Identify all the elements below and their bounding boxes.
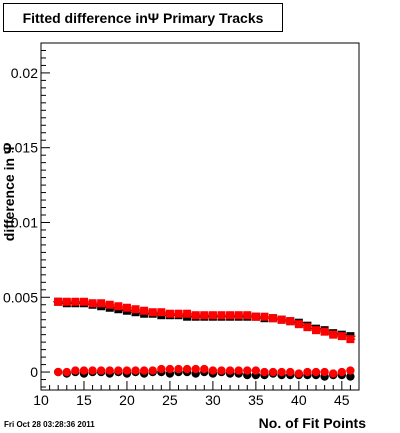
- data-point: [54, 297, 63, 306]
- data-point: [105, 366, 114, 375]
- x-tick-label: 10: [33, 392, 49, 408]
- data-point: [225, 366, 235, 375]
- data-point: [303, 323, 312, 332]
- data-point: [191, 311, 200, 320]
- data-point: [148, 308, 157, 317]
- data-point: [182, 364, 192, 374]
- data-point: [96, 366, 106, 375]
- data-point: [337, 367, 347, 377]
- data-point: [53, 367, 63, 377]
- data-point: [303, 367, 312, 377]
- plot-frame: [40, 42, 360, 391]
- data-point: [294, 369, 304, 378]
- data-point: [286, 367, 295, 377]
- data-point: [208, 366, 218, 375]
- data-point: [269, 314, 278, 323]
- data-point: [122, 303, 131, 312]
- data-point: [79, 297, 88, 306]
- data-point: [62, 367, 71, 377]
- data-point: [114, 302, 123, 311]
- data-point: [139, 366, 149, 375]
- x-tick-label: 35: [248, 392, 264, 408]
- data-point: [243, 366, 252, 375]
- data-point: [260, 367, 269, 377]
- data-point: [114, 366, 123, 375]
- x-tick-label: 25: [162, 392, 178, 408]
- x-tick-label: 15: [76, 392, 92, 408]
- data-point: [191, 364, 200, 374]
- series-3: [53, 364, 355, 378]
- data-point: [286, 317, 295, 326]
- data-point: [157, 308, 166, 317]
- data-point: [88, 299, 97, 308]
- data-point: [337, 332, 346, 341]
- y-tick-label: 0.015: [3, 140, 38, 156]
- x-axis-label: No. of Fit Points: [259, 415, 367, 431]
- x-tick-label: 30: [205, 392, 221, 408]
- data-point: [277, 315, 286, 324]
- y-tick-label: 0.005: [3, 289, 38, 305]
- data-point: [260, 312, 269, 321]
- data-point: [131, 366, 140, 375]
- data-point: [105, 300, 114, 309]
- data-point: [200, 311, 209, 320]
- data-point: [122, 366, 132, 375]
- data-point: [346, 335, 355, 344]
- y-tick-label: 0.01: [11, 214, 38, 230]
- x-tick-label: 40: [291, 392, 307, 408]
- data-point: [346, 372, 355, 381]
- data-point: [71, 366, 80, 375]
- data-point: [234, 311, 243, 320]
- data-point: [329, 330, 338, 339]
- data-point: [79, 366, 89, 375]
- data-point: [174, 309, 183, 318]
- data-point: [329, 369, 338, 378]
- x-axis: 10 15 20 25 30 35 40 45: [33, 381, 360, 408]
- data-point: [140, 306, 149, 315]
- data-point: [277, 367, 286, 377]
- data-point: [157, 364, 166, 374]
- data-point: [320, 327, 329, 336]
- y-tick-label: 0.02: [11, 65, 38, 81]
- chart-title: Fitted difference inΨ Primary Tracks: [3, 3, 283, 32]
- data-point: [320, 367, 329, 377]
- data-point: [165, 364, 175, 374]
- y-axis: 0 0.005 0.01 0.015 0.02: [3, 42, 50, 388]
- data-point: [208, 311, 217, 320]
- data-point: [148, 366, 157, 375]
- data-point: [294, 320, 303, 329]
- data-point: [268, 367, 278, 377]
- data-point: [131, 305, 140, 314]
- x-tick-label: 20: [119, 392, 135, 408]
- plot-border: [40, 42, 360, 391]
- data-point: [346, 366, 355, 375]
- data-point: [62, 297, 71, 306]
- data-point: [311, 367, 321, 377]
- y-axis-label: difference in Ψ: [1, 143, 17, 241]
- series-1: [53, 297, 356, 344]
- data-point: [234, 366, 243, 375]
- chart-title-text: Fitted difference inΨ Primary Tracks: [22, 9, 264, 26]
- data-point: [88, 366, 97, 375]
- y-tick-label: 0: [30, 364, 38, 380]
- data-point: [97, 299, 106, 308]
- data-point: [165, 309, 174, 318]
- data-point: [251, 312, 260, 321]
- timestamp-footer: Fri Oct 28 03:28:36 2011: [4, 420, 95, 429]
- data-point: [217, 366, 226, 375]
- data-point: [226, 311, 235, 320]
- data-marks: [53, 297, 356, 381]
- data-point: [312, 326, 321, 335]
- x-tick-label: 45: [334, 392, 350, 408]
- data-point: [243, 311, 252, 320]
- data-point: [174, 364, 183, 374]
- data-point: [71, 297, 80, 306]
- data-point: [183, 309, 192, 318]
- data-point: [217, 311, 226, 320]
- data-point: [200, 364, 209, 374]
- data-point: [251, 366, 261, 375]
